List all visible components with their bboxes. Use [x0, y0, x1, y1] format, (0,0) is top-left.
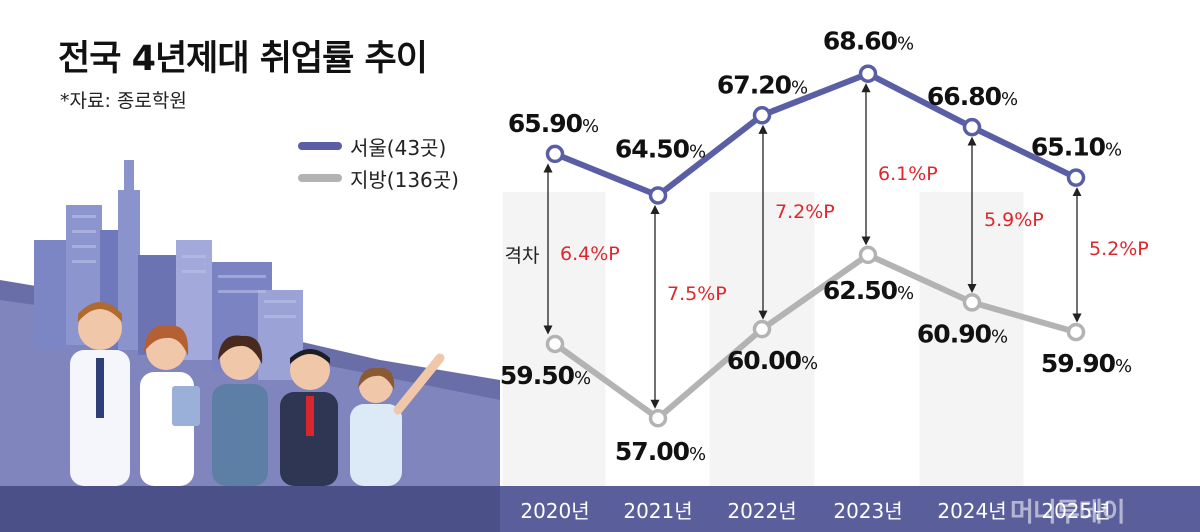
- x-axis-ticks: 2020년 2021년 2022년 2023년 2024년 2025년: [520, 499, 1110, 523]
- watermark-logo: 머니투데이: [1010, 498, 1126, 528]
- data-label: 68.60%: [823, 27, 914, 56]
- column-band: [709, 192, 815, 486]
- x-tick-label: 2023년: [833, 499, 902, 523]
- data-point: [1066, 168, 1086, 187]
- data-point: [648, 186, 668, 205]
- data-point: [858, 64, 878, 83]
- source-note: *자료: 종로학원: [60, 90, 187, 112]
- series-points: [545, 64, 1086, 428]
- data-label: 59.90%: [1041, 349, 1132, 378]
- footer-bar-left: [0, 486, 500, 532]
- gap-value-label: 5.9%P: [984, 209, 1044, 231]
- data-point: [752, 319, 772, 339]
- building-icon: [118, 190, 140, 350]
- data-label: 59.50%: [500, 361, 591, 390]
- data-point: [648, 408, 668, 428]
- gap-value-label: 5.2%P: [1089, 238, 1149, 260]
- data-point: [962, 117, 982, 137]
- data-label: 64.50%: [615, 134, 706, 163]
- legend-label-region: 지방(136곳): [350, 167, 459, 192]
- data-label: 60.90%: [917, 319, 1008, 348]
- x-tick-label: 2020년: [520, 499, 589, 523]
- gap-value-label: 7.5%P: [667, 283, 727, 305]
- legend-item-seoul: 서울(43곳): [298, 130, 459, 162]
- x-tick-label: 2025년: [1041, 499, 1110, 523]
- data-point: [858, 245, 878, 265]
- legend-item-region: 지방(136곳): [298, 162, 459, 194]
- series-line-0: [553, 70, 1078, 199]
- data-label: 66.80%: [927, 82, 1018, 111]
- x-tick-label: 2022년: [727, 499, 796, 523]
- data-label: 60.00%: [727, 346, 818, 375]
- page-title: 전국 4년제대 취업률 추이: [58, 39, 428, 79]
- x-tick-label: 2024년: [937, 499, 1006, 523]
- data-point: [962, 293, 982, 312]
- gap-value-label: 6.1%P: [878, 163, 938, 185]
- city-illustration: [0, 160, 500, 486]
- data-label: 57.00%: [615, 437, 706, 466]
- data-label: 62.50%: [823, 276, 914, 305]
- people-icon: [70, 302, 445, 486]
- column-band: [815, 192, 921, 486]
- data-point: [545, 334, 565, 354]
- data-label: 67.20%: [717, 70, 808, 99]
- x-tick-label: 2021년: [623, 499, 692, 523]
- series-line-1: [553, 251, 1077, 422]
- legend: 서울(43곳) 지방(136곳): [298, 130, 459, 194]
- legend-label-seoul: 서울(43곳): [350, 135, 447, 160]
- data-label: 65.90%: [508, 109, 599, 138]
- data-labels: 65.90% 64.50% 67.20% 68.60% 66.80% 65.10% 59.5…: [500, 27, 1133, 467]
- legend-swatch-seoul: [298, 142, 342, 150]
- gap-annotations: 6.4%P 7.5%P 7.2%P 6.1%P 5.9%P 5.2%P: [543, 83, 1149, 409]
- gap-label: 격차: [505, 245, 540, 267]
- data-point: [752, 106, 772, 125]
- data-point: [1066, 322, 1086, 342]
- column-bands: [502, 192, 1129, 486]
- series-lines: [553, 70, 1078, 422]
- data-point: [545, 144, 565, 164]
- data-label: 65.10%: [1031, 133, 1122, 162]
- gap-value-label: 7.2%P: [775, 201, 835, 223]
- gap-value-label: 6.4%P: [560, 243, 620, 265]
- legend-swatch-region: [298, 174, 342, 182]
